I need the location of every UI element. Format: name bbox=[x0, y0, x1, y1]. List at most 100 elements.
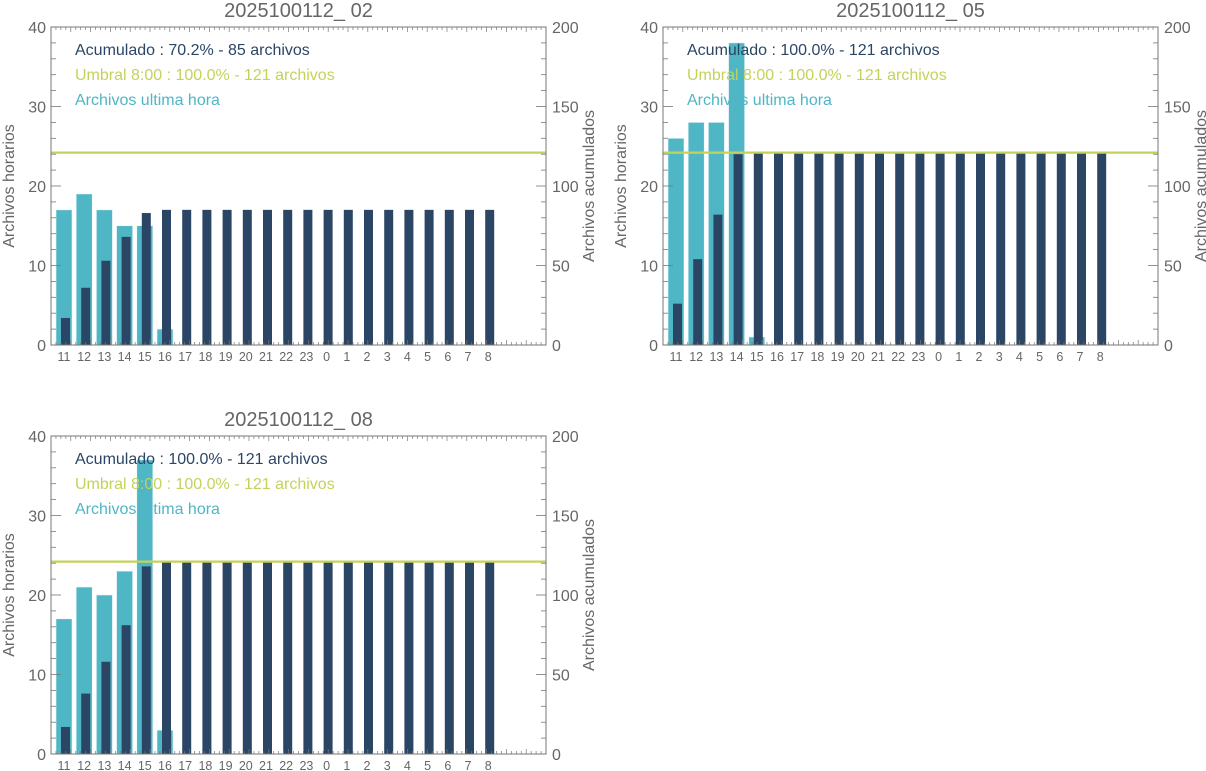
cumulative-bar bbox=[242, 561, 252, 754]
x-tick-label: 19 bbox=[831, 350, 845, 364]
x-tick-label: 3 bbox=[996, 350, 1003, 364]
cumulative-bar bbox=[854, 152, 864, 345]
y-axis-title: Archivos horarios bbox=[613, 124, 630, 248]
x-tick-label: 20 bbox=[239, 350, 253, 364]
x-tick-label: 17 bbox=[178, 350, 192, 364]
x-tick-label: 6 bbox=[1056, 350, 1063, 364]
cumulative-bar bbox=[935, 152, 945, 345]
y-right-tick-label: 50 bbox=[1164, 259, 1182, 276]
cumulative-bar bbox=[202, 561, 212, 754]
x-tick-label: 2 bbox=[364, 350, 371, 364]
x-tick-label: 6 bbox=[444, 350, 451, 364]
legend-threshold: Umbral 8:00 : 100.0% - 121 archivos bbox=[75, 67, 335, 84]
chart-title: 2025100112_ 02 bbox=[224, 0, 373, 22]
x-tick-label: 21 bbox=[259, 759, 273, 771]
y-tick-label: 20 bbox=[640, 179, 658, 196]
x-tick-label: 14 bbox=[730, 350, 744, 364]
cumulative-bar bbox=[283, 561, 293, 754]
cumulative-bar bbox=[303, 561, 313, 754]
y-tick-label: 30 bbox=[640, 100, 658, 117]
cumulative-bar bbox=[384, 561, 394, 754]
cumulative-bar bbox=[713, 214, 723, 345]
cumulative-bar bbox=[1097, 152, 1107, 345]
y-right-tick-label: 0 bbox=[1164, 338, 1173, 355]
y-tick-label: 30 bbox=[28, 100, 46, 117]
cumulative-bar bbox=[343, 561, 353, 754]
cumulative-bar bbox=[101, 260, 111, 345]
legend-hourly: Archivos ultima hora bbox=[75, 501, 220, 518]
y-tick-label: 10 bbox=[28, 259, 46, 276]
cumulative-bar bbox=[673, 303, 682, 345]
cumulative-bar bbox=[323, 561, 333, 754]
x-tick-label: 23 bbox=[299, 759, 313, 771]
cumulative-bar bbox=[794, 152, 804, 345]
cumulative-bar bbox=[996, 152, 1006, 345]
legend-cumulative: Acumulado : 100.0% - 121 archivos bbox=[687, 42, 940, 59]
cumulative-bar bbox=[364, 561, 373, 754]
x-tick-label: 18 bbox=[198, 759, 212, 771]
cumulative-bar bbox=[1016, 152, 1026, 345]
y-right-tick-label: 100 bbox=[1164, 179, 1191, 196]
chart-title: 2025100112_ 05 bbox=[836, 0, 985, 22]
x-tick-label: 14 bbox=[118, 350, 132, 364]
y-right-axis-title: Archivos acumulados bbox=[1193, 110, 1206, 262]
cumulative-bar bbox=[263, 209, 272, 345]
legend-cumulative: Acumulado : 70.2% - 85 archivos bbox=[75, 42, 310, 59]
cumulative-bar bbox=[404, 561, 414, 754]
cumulative-bar bbox=[444, 209, 454, 345]
legend-hourly: Archivos ultima hora bbox=[75, 92, 220, 109]
x-tick-label: 11 bbox=[58, 350, 71, 364]
cumulative-bar bbox=[733, 154, 743, 345]
x-tick-label: 1 bbox=[955, 350, 962, 364]
x-tick-label: 3 bbox=[384, 759, 391, 771]
cumulative-bar bbox=[895, 152, 905, 345]
cumulative-bar bbox=[485, 209, 495, 345]
x-tick-label: 4 bbox=[404, 350, 411, 364]
y-right-tick-label: 50 bbox=[552, 668, 570, 685]
x-tick-label: 11 bbox=[58, 759, 71, 771]
x-tick-label: 4 bbox=[404, 759, 411, 771]
x-tick-label: 16 bbox=[158, 759, 172, 771]
x-tick-label: 2 bbox=[976, 350, 983, 364]
cumulative-bar bbox=[162, 561, 171, 754]
x-tick-label: 18 bbox=[810, 350, 824, 364]
x-tick-label: 23 bbox=[911, 350, 925, 364]
x-tick-label: 6 bbox=[444, 759, 451, 771]
x-tick-label: 21 bbox=[259, 350, 273, 364]
x-tick-label: 12 bbox=[689, 350, 703, 364]
x-tick-label: 8 bbox=[485, 350, 492, 364]
y-right-tick-label: 150 bbox=[552, 100, 579, 117]
x-tick-label: 14 bbox=[118, 759, 132, 771]
y-right-tick-label: 150 bbox=[1164, 100, 1191, 117]
cumulative-bar bbox=[404, 209, 414, 345]
legend-threshold: Umbral 8:00 : 100.0% - 121 archivos bbox=[75, 476, 335, 493]
cumulative-bar bbox=[141, 213, 151, 345]
cumulative-bar bbox=[182, 209, 192, 345]
x-tick-label: 16 bbox=[158, 350, 172, 364]
x-tick-label: 13 bbox=[97, 759, 111, 771]
x-tick-label: 15 bbox=[138, 350, 152, 364]
y-tick-label: 40 bbox=[28, 20, 46, 37]
x-tick-label: 3 bbox=[384, 350, 391, 364]
cumulative-bar bbox=[242, 209, 252, 345]
cumulative-bar bbox=[774, 152, 783, 345]
cumulative-bar bbox=[202, 209, 212, 345]
chart-title: 2025100112_ 08 bbox=[224, 409, 373, 431]
cumulative-bar bbox=[834, 152, 844, 345]
cumulative-bar bbox=[976, 152, 985, 345]
y-axis-title: Archivos horarios bbox=[1, 533, 18, 657]
x-tick-label: 19 bbox=[219, 350, 233, 364]
y-right-tick-label: 100 bbox=[552, 588, 579, 605]
x-tick-label: 0 bbox=[323, 350, 330, 364]
x-tick-label: 7 bbox=[465, 350, 472, 364]
cumulative-bar bbox=[121, 625, 131, 754]
x-tick-label: 15 bbox=[138, 759, 152, 771]
x-tick-label: 22 bbox=[279, 759, 293, 771]
cumulative-bar bbox=[465, 561, 474, 754]
x-tick-label: 8 bbox=[485, 759, 492, 771]
y-tick-label: 20 bbox=[28, 179, 46, 196]
x-tick-label: 22 bbox=[279, 350, 293, 364]
